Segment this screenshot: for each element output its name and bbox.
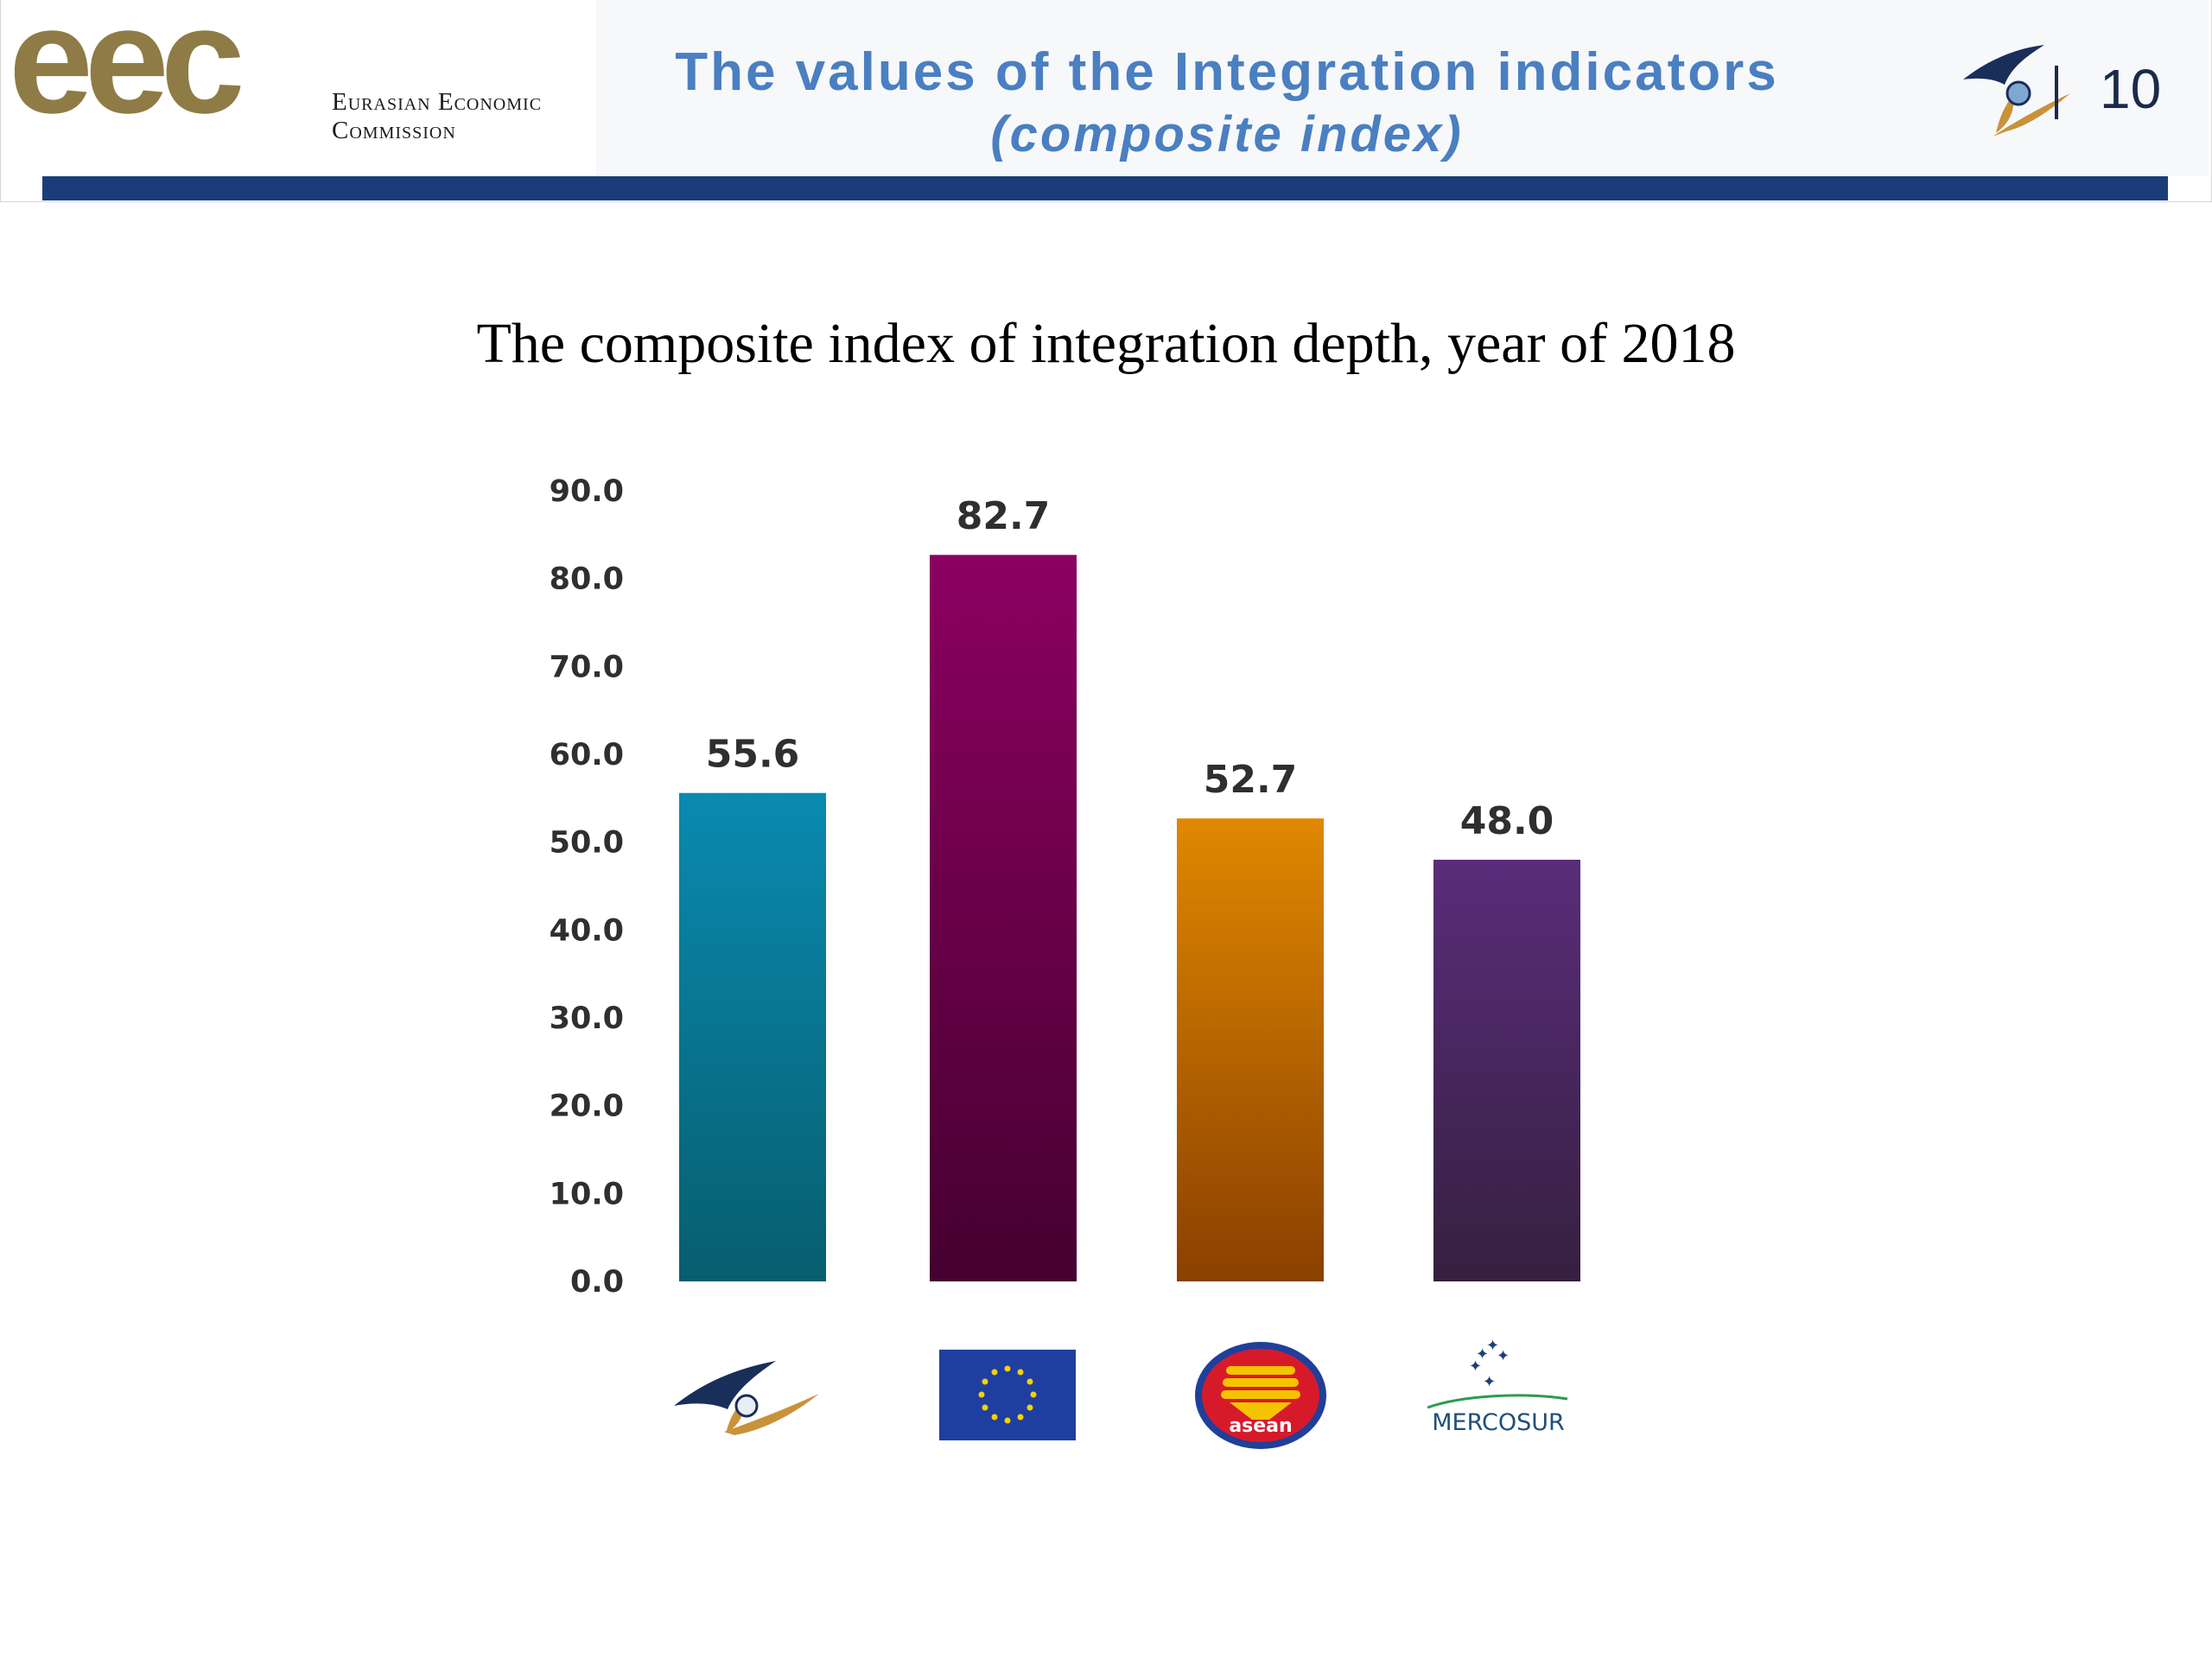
category-icons: asean ✦✦✦✦✦ MERCOSUR bbox=[674, 1337, 1568, 1449]
eu-flag-icon bbox=[939, 1350, 1076, 1440]
y-tick-label: 70.0 bbox=[550, 650, 624, 684]
eaeu-emblem-icon bbox=[1963, 45, 2070, 137]
svg-text:✦: ✦ bbox=[1486, 1337, 1499, 1355]
bars bbox=[679, 555, 1580, 1281]
y-tick-label: 80.0 bbox=[550, 563, 624, 597]
y-tick-label: 20.0 bbox=[550, 1090, 624, 1124]
mercosur-logo-icon: ✦✦✦✦✦ MERCOSUR bbox=[1427, 1337, 1568, 1436]
svg-text:✦: ✦ bbox=[1497, 1347, 1510, 1365]
bar-eaeu bbox=[679, 792, 826, 1281]
bar-eu bbox=[930, 555, 1077, 1281]
header-bar: eec Eurasian Economic Commission The val… bbox=[0, 0, 2212, 204]
organization-name: Eurasian Economic Commission bbox=[332, 88, 542, 145]
value-label-eu: 82.7 bbox=[957, 494, 1051, 538]
y-tick-label: 50.0 bbox=[550, 826, 624, 861]
svg-text:✦: ✦ bbox=[1469, 1357, 1482, 1376]
bar-asean bbox=[1177, 818, 1324, 1281]
bar-mercosur bbox=[1433, 860, 1580, 1281]
value-label-mercosur: 48.0 bbox=[1460, 799, 1554, 843]
y-tick-label: 10.0 bbox=[550, 1177, 624, 1211]
y-tick-label: 30.0 bbox=[550, 1001, 624, 1036]
svg-text:asean: asean bbox=[1229, 1415, 1292, 1437]
org-name-line2: Commission bbox=[332, 117, 456, 144]
title-panel bbox=[596, 0, 2209, 176]
page-title: The values of the Integration indicators bbox=[675, 42, 1779, 102]
y-tick-label: 90.0 bbox=[550, 474, 624, 509]
mercosur-logo-text: MERCOSUR bbox=[1432, 1409, 1565, 1436]
y-tick-label: 40.0 bbox=[550, 913, 624, 948]
header-divider-band bbox=[42, 176, 2168, 200]
page-number: 10 bbox=[2100, 58, 2162, 120]
y-axis-ticks: 0.0 10.0 20.0 30.0 40.0 50.0 60.0 70.0 80.0 90.0 bbox=[550, 474, 624, 1300]
eec-logo: eec bbox=[9, 0, 245, 145]
svg-text:✦: ✦ bbox=[1476, 1345, 1489, 1363]
asean-emblem-icon: asean bbox=[1195, 1342, 1326, 1449]
value-label-asean: 52.7 bbox=[1204, 758, 1298, 802]
value-labels: 55.6 82.7 52.7 48.0 bbox=[706, 494, 1554, 843]
y-tick-label: 60.0 bbox=[550, 738, 624, 772]
svg-text:✦: ✦ bbox=[1483, 1373, 1496, 1391]
org-name-line1: Eurasian Economic bbox=[332, 88, 543, 116]
y-tick-label: 0.0 bbox=[570, 1265, 624, 1300]
page-subtitle: (composite index) bbox=[990, 106, 1464, 162]
value-label-eaeu: 55.6 bbox=[706, 733, 800, 777]
chart-title: The composite index of integration depth… bbox=[476, 312, 1736, 375]
eaeu-emblem-icon bbox=[674, 1361, 819, 1435]
